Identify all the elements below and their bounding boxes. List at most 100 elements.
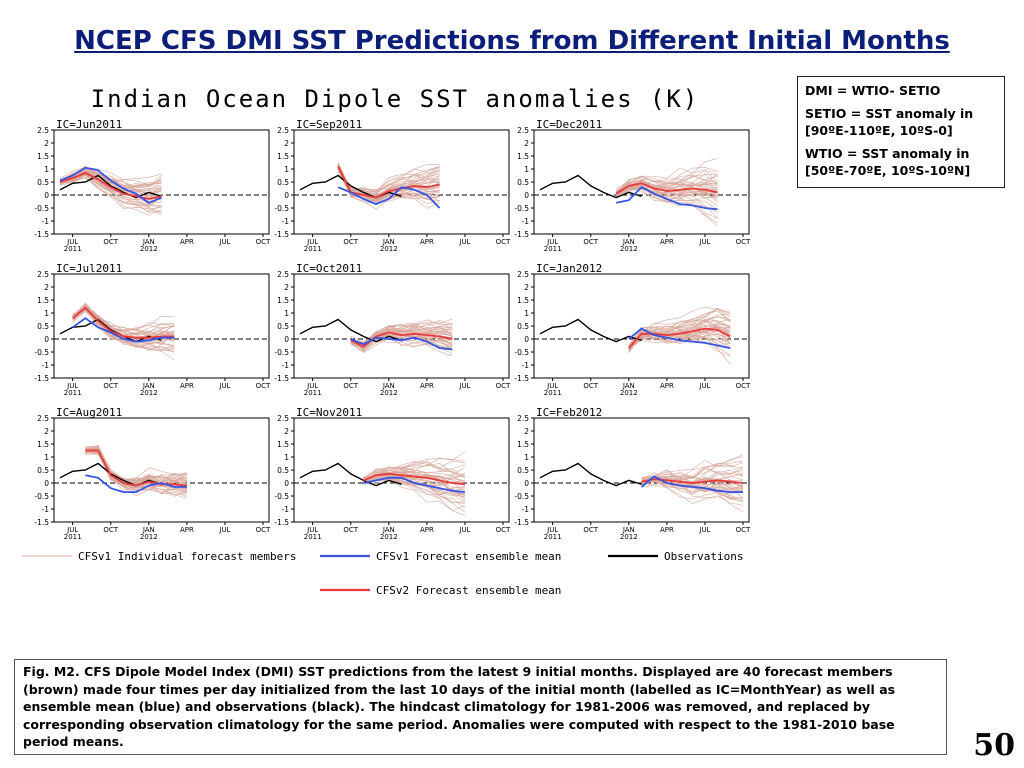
y-tick-label: -1: [42, 217, 50, 226]
x-tick-label: JUL: [306, 526, 318, 534]
x-tick-label: OCT: [343, 526, 358, 534]
x-tick-year: 2012: [380, 533, 398, 541]
member-line: [363, 460, 465, 484]
x-tick-year: 2012: [140, 389, 158, 397]
panel-ic-label: IC=Oct2011: [296, 262, 362, 275]
y-tick-label: -1.5: [34, 374, 49, 383]
x-tick-label: APR: [660, 526, 674, 534]
x-tick-year: 2012: [620, 389, 638, 397]
y-tick-label: -0.5: [34, 204, 49, 213]
y-tick-label: 0.5: [277, 178, 289, 187]
member-line: [85, 447, 188, 485]
x-tick-label: JUL: [546, 526, 558, 534]
y-tick-label: 2: [524, 427, 529, 436]
y-tick-label: -1.5: [34, 230, 49, 239]
member-line: [615, 184, 718, 194]
y-tick-label: 0: [284, 191, 289, 200]
y-tick-label: 2.5: [277, 270, 289, 279]
x-tick-label: JUL: [66, 526, 78, 534]
chart-legend: CFSv1 Individual forecast members CFSv1 F…: [22, 550, 743, 597]
x-tick-label: JUL: [458, 238, 470, 246]
member-line: [59, 173, 162, 192]
y-tick-label: -0.5: [514, 204, 529, 213]
x-tick-label: JUL: [698, 526, 710, 534]
y-tick-label: 1: [524, 453, 529, 462]
y-tick-label: 0: [284, 335, 289, 344]
member-line: [72, 305, 175, 335]
legend-label-cfsv2_mean: CFSv2 Forecast ensemble mean: [376, 584, 561, 597]
x-tick-label: APR: [420, 526, 434, 534]
member-line: [363, 476, 466, 509]
y-tick-label: 1.5: [517, 440, 529, 449]
x-tick-year: 2011: [64, 389, 82, 397]
cfsv1-mean-line: [615, 186, 718, 211]
y-tick-label: 2: [284, 139, 289, 148]
cfsv1-mean-line: [59, 166, 162, 204]
dmi-chart-figure: Indian Ocean Dipole SST anomalies (K) IC…: [22, 85, 751, 597]
y-tick-label: 0: [524, 335, 529, 344]
cfsv1-mean-line: [363, 476, 465, 493]
x-tick-year: 2011: [544, 389, 562, 397]
y-tick-label: -0.5: [34, 492, 49, 501]
definition-wtio: WTIO = SST anomaly in [50ºE-70ºE, 10ºS-1…: [805, 146, 971, 178]
y-tick-label: 0.5: [277, 322, 289, 331]
y-tick-label: 1: [284, 309, 289, 318]
x-tick-label: APR: [180, 382, 194, 390]
x-tick-label: JAN: [382, 526, 395, 534]
member-line: [615, 183, 718, 201]
y-tick-label: 2: [44, 139, 49, 148]
member-line: [72, 303, 175, 336]
x-tick-label: JAN: [382, 238, 395, 246]
y-tick-label: 2.5: [517, 126, 529, 135]
y-tick-label: -1: [42, 361, 50, 370]
member-line: [615, 174, 718, 194]
x-tick-year: 2011: [304, 533, 322, 541]
y-tick-label: 2: [44, 427, 49, 436]
y-tick-label: -1: [522, 505, 530, 514]
x-tick-label: OCT: [103, 382, 118, 390]
y-tick-label: 1: [284, 453, 289, 462]
member-line: [363, 462, 466, 480]
x-tick-year: 2011: [64, 245, 82, 253]
member-line: [615, 175, 718, 195]
y-tick-label: 2: [284, 427, 289, 436]
y-tick-label: 1: [44, 165, 49, 174]
y-tick-label: 2: [284, 283, 289, 292]
x-tick-label: JUL: [218, 238, 230, 246]
y-tick-label: -1.5: [34, 518, 49, 527]
y-tick-label: 1.5: [277, 440, 289, 449]
x-tick-label: OCT: [583, 238, 598, 246]
chart-panel: IC=Oct20112.521.510.50-0.5-1-1.5JUL2011O…: [274, 262, 511, 397]
observations-line: [539, 318, 642, 343]
x-tick-label: JUL: [698, 238, 710, 246]
panel-ic-label: IC=Aug2011: [56, 406, 122, 419]
y-tick-label: 0: [284, 479, 289, 488]
cfsv1-mean-line: [628, 327, 731, 349]
cfsv2-mean-line: [85, 449, 187, 487]
x-tick-label: JAN: [382, 382, 395, 390]
y-tick-label: 0: [524, 479, 529, 488]
x-tick-label: JAN: [622, 238, 635, 246]
y-tick-label: 2.5: [517, 414, 529, 423]
panel-frame: [293, 273, 510, 379]
member-line: [363, 475, 465, 498]
legend-label-observations: Observations: [664, 550, 743, 563]
definition-setio: SETIO = SST anomaly in [90ºE-110ºE, 10ºS…: [805, 106, 974, 138]
chart-panel: IC=Feb20122.521.510.50-0.5-1-1.5JUL2011O…: [514, 406, 751, 541]
y-tick-label: -0.5: [514, 492, 529, 501]
cfsv1-mean-line: [85, 474, 187, 494]
y-tick-label: 0: [44, 335, 49, 344]
panel-ic-label: IC=Dec2011: [536, 118, 602, 131]
panel-ic-label: IC=Jun2011: [56, 118, 122, 131]
y-tick-label: -1: [282, 361, 290, 370]
legend-label-cfsv1_mean: CFSv1 Forecast ensemble mean: [376, 550, 561, 563]
y-tick-label: -1.5: [274, 374, 289, 383]
x-tick-label: JAN: [142, 526, 155, 534]
panel-frame: [53, 417, 270, 523]
member-line: [628, 323, 731, 351]
panel-ic-label: IC=Sep2011: [296, 118, 362, 131]
cfsv2-mean-line: [350, 331, 453, 348]
panel-ic-label: IC=Nov2011: [296, 406, 362, 419]
y-tick-label: -1.5: [274, 518, 289, 527]
x-tick-label: JUL: [306, 382, 318, 390]
